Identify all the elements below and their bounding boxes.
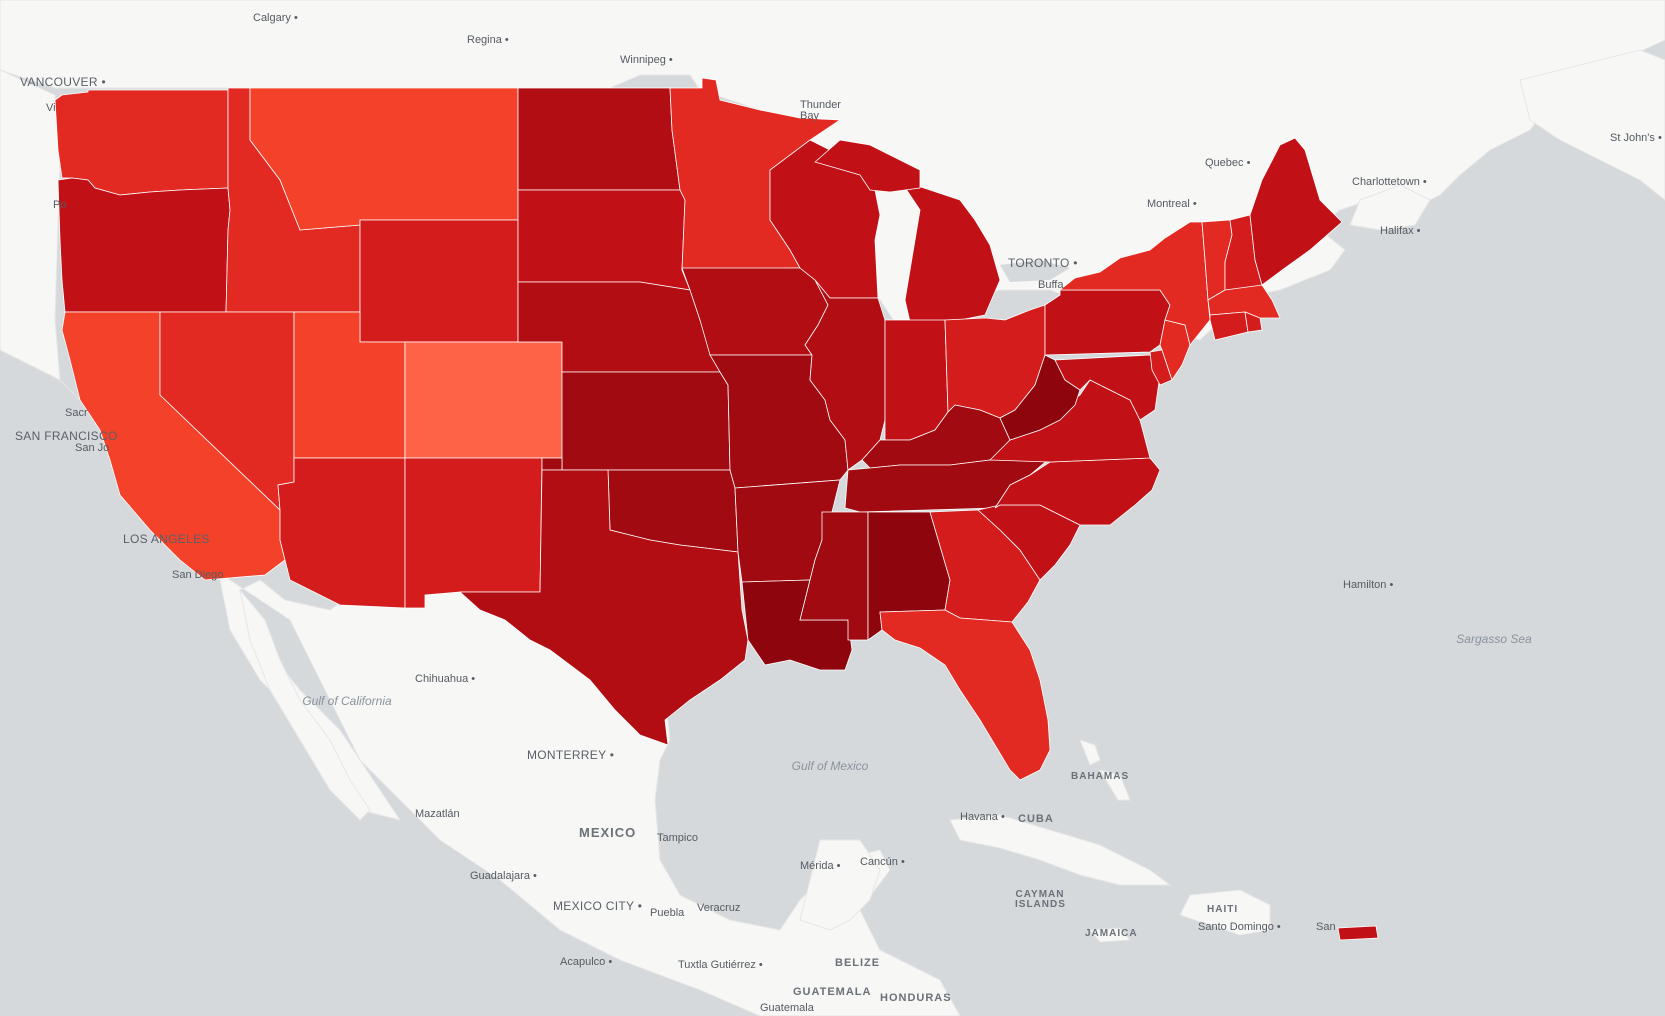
water-labels: Gulf of California Gulf of Mexico Sargas… [302,632,1532,773]
label-sacramento: Sacr [65,407,88,419]
label-san-jose: San Jo [75,442,110,454]
state-rhode-island[interactable] [1244,311,1263,333]
label-santo-domingo: Santo Domingo [1198,922,1281,933]
label-cancun: Cancún [860,857,905,868]
label-puebla: Puebla [650,907,685,919]
label-veracruz: Veracruz [697,902,741,914]
state-layer [54,77,1379,941]
state-oregon[interactable] [57,177,231,313]
label-toronto: TORONTO [1008,257,1078,269]
state-south-dakota[interactable] [517,189,691,291]
label-victoria: Vi [46,102,56,114]
label-mexico: MEXICO [579,825,637,840]
state-colorado[interactable] [404,341,563,459]
label-gulf-mexico: Gulf of Mexico [792,759,869,773]
label-mexico-city: MEXICO CITY [553,900,642,912]
label-honduras: HONDURAS [880,992,952,1004]
label-los-angeles: LOS ANGELES [123,532,210,546]
label-tuxtla: Tuxtla Gutiérrez [678,960,763,971]
label-calgary: Calgary [253,13,298,24]
state-michigan-upper[interactable] [814,139,921,193]
label-acapulco: Acapulco [560,957,612,968]
state-new-mexico[interactable] [404,457,543,609]
state-illinois[interactable] [804,279,886,471]
state-kansas[interactable] [561,371,731,471]
label-portland: Po [53,199,67,211]
label-jamaica: JAMAICA [1085,928,1138,939]
label-san-juan: San [1316,921,1336,933]
label-belize: BELIZE [835,957,881,969]
label-guatemala: GUATEMALA [793,986,872,998]
label-charlottetown: Charlottetown [1352,177,1427,188]
state-north-dakota[interactable] [517,87,681,191]
label-guadalajara: Guadalajara [470,871,537,882]
state-tennessee[interactable] [844,457,1052,513]
label-cayman: CAYMAN ISLANDS [1015,889,1066,910]
state-connecticut[interactable] [1209,311,1249,341]
label-hamilton: Hamilton [1343,580,1393,591]
label-san-francisco: SAN FRANCISCO [15,429,118,443]
label-st-johns: St John's [1610,133,1662,144]
label-guatemala-city: Guatemala [760,1002,814,1014]
label-thunder-bay: Thunder Bay [800,99,841,122]
label-sargasso-sea: Sargasso Sea [1456,632,1532,646]
state-maine[interactable] [1249,137,1343,286]
label-chihuahua: Chihuahua [415,674,475,685]
state-pennsylvania[interactable] [1044,289,1171,356]
label-mazatlan: Mazatlán [415,808,460,820]
label-san-diego: San Diego [172,569,224,581]
state-north-carolina[interactable] [994,457,1161,526]
state-delaware[interactable] [1149,349,1173,386]
state-florida[interactable] [879,609,1051,781]
state-texas[interactable] [458,469,749,746]
label-bahamas: BAHAMAS [1071,771,1130,782]
label-tampico: Tampico [657,832,698,844]
label-vancouver: VANCOUVER [20,76,106,88]
label-monterrey: MONTERREY [527,749,614,761]
label-winnipeg: Winnipeg [620,55,673,66]
label-quebec: Quebec [1205,158,1250,169]
label-gulf-california: Gulf of California [302,694,392,708]
label-buffalo: Buffa [1038,279,1064,291]
state-indiana[interactable] [884,319,949,441]
state-puerto-rico[interactable] [1337,925,1379,941]
label-regina: Regina [467,35,509,46]
label-cuba: CUBA [1018,813,1054,825]
label-havana: Havana [960,812,1005,823]
label-halifax: Halifax [1380,226,1421,237]
label-merida: Mérida [800,861,841,872]
state-wyoming[interactable] [359,219,519,343]
label-haiti: HAITI [1207,904,1239,915]
label-montreal: Montreal [1147,199,1197,210]
